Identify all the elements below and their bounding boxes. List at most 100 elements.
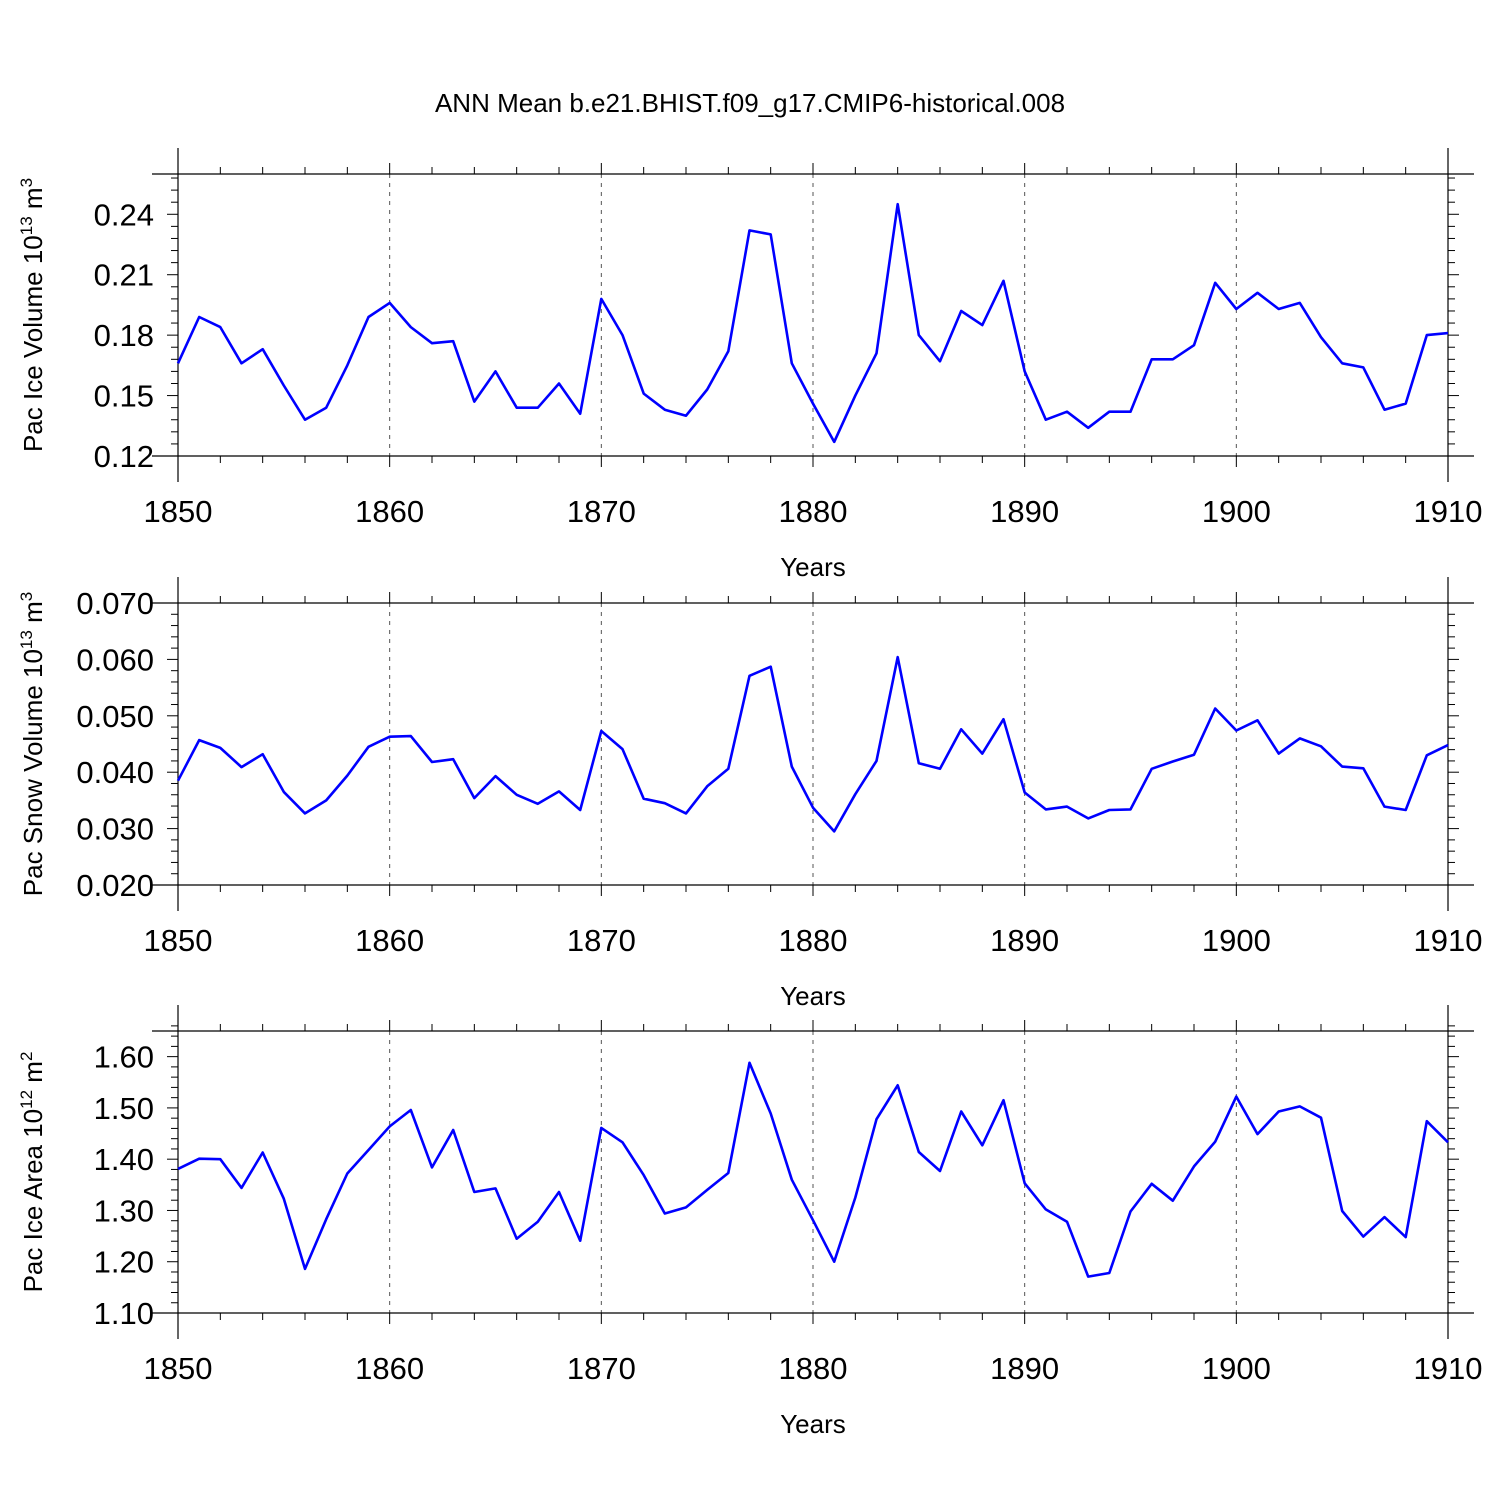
data-point	[388, 302, 390, 304]
data-point	[240, 766, 242, 768]
x-tick-label: 1910	[1414, 1351, 1483, 1386]
data-point	[537, 1221, 539, 1223]
data-point	[219, 1158, 221, 1160]
data-point	[515, 1237, 517, 1239]
data-point	[1299, 737, 1301, 739]
data-point	[1214, 282, 1216, 284]
y-tick-label: 0.21	[94, 258, 154, 293]
chart-panel-2: 1850 1860 1870 1880 1890 1900 1910 Years 0.020 0.…	[17, 577, 1482, 1011]
data-point	[367, 316, 369, 318]
data-point	[304, 419, 306, 421]
data-point	[537, 803, 539, 805]
data-point	[1256, 1133, 1258, 1135]
data-point	[410, 735, 412, 737]
data-point	[833, 830, 835, 832]
y-axis-label-superscript: 13	[17, 630, 36, 649]
x-tick-label: 1900	[1202, 1351, 1271, 1386]
data-point	[1066, 1221, 1068, 1223]
data-point	[875, 352, 877, 354]
data-point	[1066, 805, 1068, 807]
data-point	[219, 326, 221, 328]
data-point	[1150, 1183, 1152, 1185]
data-point	[1235, 1095, 1237, 1097]
series-line	[176, 655, 1449, 833]
data-point	[981, 1144, 983, 1146]
y-axis-label-part: m	[18, 1061, 48, 1090]
data-point	[367, 1149, 369, 1151]
data-point	[1341, 765, 1343, 767]
x-tick-label: 1870	[567, 494, 636, 529]
data-point	[1277, 1110, 1279, 1112]
data-point	[1045, 419, 1047, 421]
data-point	[1023, 791, 1025, 793]
data-point	[579, 413, 581, 415]
data-point	[1172, 358, 1174, 360]
chart-panels: 1850 1860 1870 1880 1890 1900 1910 Years 0.12 0.1…	[17, 148, 1482, 1439]
data-point	[664, 1212, 666, 1214]
data-point	[367, 746, 369, 748]
data-point	[452, 758, 454, 760]
data-point	[558, 382, 560, 384]
x-tick-label: 1880	[779, 923, 848, 958]
y-axis-label-part: m	[18, 187, 48, 216]
x-tick-label: 1850	[144, 494, 213, 529]
data-point	[896, 656, 898, 658]
data-point	[791, 362, 793, 364]
data-point	[431, 1166, 433, 1168]
y-tick-label: 1.60	[94, 1040, 154, 1075]
y-tick-label: 0.15	[94, 379, 154, 414]
data-point	[261, 753, 263, 755]
y-tick-label: 1.40	[94, 1142, 154, 1177]
data-point	[854, 1196, 856, 1198]
data-point	[939, 1170, 941, 1172]
data-point	[1447, 744, 1449, 746]
x-axis-label: Years	[780, 981, 846, 1011]
data-point	[1341, 362, 1343, 364]
x-tick-label: 1900	[1202, 923, 1271, 958]
data-point	[473, 1191, 475, 1193]
data-point	[1214, 707, 1216, 709]
x-tick-label: 1870	[567, 1351, 636, 1386]
data-point	[515, 794, 517, 796]
data-point	[727, 768, 729, 770]
data-point	[1256, 719, 1258, 721]
data-point	[494, 370, 496, 372]
y-axis-label-part: Pac Ice Area 10	[18, 1109, 48, 1293]
data-point	[410, 1109, 412, 1111]
y-axis-label-superscript: 13	[17, 216, 36, 235]
y-tick-label: 0.030	[76, 812, 154, 847]
x-tick-label: 1910	[1414, 923, 1483, 958]
data-point	[1087, 817, 1089, 819]
y-axis-label: Pac Ice Area 1012 m2	[17, 1052, 48, 1293]
data-point	[896, 1084, 898, 1086]
data-point	[1320, 1116, 1322, 1118]
y-tick-label: 1.50	[94, 1091, 154, 1126]
data-point	[939, 768, 941, 770]
data-point	[346, 774, 348, 776]
data-point	[918, 334, 920, 336]
y-tick-label: 0.18	[94, 318, 154, 353]
data-point	[1235, 729, 1237, 731]
data-point	[1108, 1272, 1110, 1274]
data-point	[875, 760, 877, 762]
data-point	[410, 326, 412, 328]
data-point	[1383, 408, 1385, 410]
data-point	[537, 406, 539, 408]
data-point	[748, 229, 750, 231]
x-tick-label: 1890	[990, 923, 1059, 958]
data-point	[1129, 808, 1131, 810]
x-tick-label: 1890	[990, 1351, 1059, 1386]
y-axis-label-superscript: 3	[17, 178, 36, 187]
data-point	[431, 342, 433, 344]
y-tick-label: 1.30	[94, 1193, 154, 1228]
data-point	[685, 812, 687, 814]
data-point	[642, 1174, 644, 1176]
data-point	[854, 793, 856, 795]
x-tick-label: 1900	[1202, 494, 1271, 529]
data-point	[1277, 308, 1279, 310]
data-point	[1002, 280, 1004, 282]
data-point	[854, 394, 856, 396]
data-point	[1023, 370, 1025, 372]
data-point	[1299, 302, 1301, 304]
